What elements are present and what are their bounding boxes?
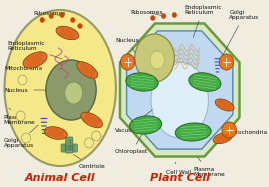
Ellipse shape xyxy=(213,132,232,144)
Ellipse shape xyxy=(40,18,44,22)
Ellipse shape xyxy=(22,133,31,143)
Ellipse shape xyxy=(16,111,25,121)
Text: Animal Cell: Animal Cell xyxy=(25,173,95,183)
Polygon shape xyxy=(127,31,233,149)
Ellipse shape xyxy=(46,60,96,120)
Ellipse shape xyxy=(151,16,155,21)
Ellipse shape xyxy=(49,13,54,19)
Text: Ribosomes: Ribosomes xyxy=(130,10,163,15)
Text: Plasma
Membrane: Plasma Membrane xyxy=(3,108,35,125)
Ellipse shape xyxy=(18,75,27,85)
Polygon shape xyxy=(120,24,239,157)
Ellipse shape xyxy=(60,13,64,18)
Ellipse shape xyxy=(84,138,93,148)
Text: Ribosomes: Ribosomes xyxy=(33,10,66,16)
Ellipse shape xyxy=(161,13,166,19)
Text: Cell Wall: Cell Wall xyxy=(166,162,192,174)
Ellipse shape xyxy=(92,131,101,141)
Ellipse shape xyxy=(219,54,234,70)
Text: Endoplasmic
Reticulum: Endoplasmic Reticulum xyxy=(7,41,62,59)
Ellipse shape xyxy=(135,34,174,82)
FancyBboxPatch shape xyxy=(61,144,77,152)
Ellipse shape xyxy=(44,127,67,139)
Ellipse shape xyxy=(70,18,75,22)
Ellipse shape xyxy=(23,52,47,68)
Text: Mitochondria: Mitochondria xyxy=(5,60,43,70)
Text: Mitochondria: Mitochondria xyxy=(227,123,267,134)
Ellipse shape xyxy=(215,99,234,111)
Text: Plant Cell: Plant Cell xyxy=(150,173,210,183)
Ellipse shape xyxy=(172,13,176,18)
Text: Nucleus: Nucleus xyxy=(5,88,46,93)
Ellipse shape xyxy=(56,26,79,40)
Ellipse shape xyxy=(222,122,236,138)
FancyBboxPatch shape xyxy=(66,137,73,153)
Text: Golgi
Apparatus: Golgi Apparatus xyxy=(221,10,259,59)
Ellipse shape xyxy=(129,116,162,134)
Ellipse shape xyxy=(126,73,158,91)
Ellipse shape xyxy=(189,73,221,91)
Ellipse shape xyxy=(5,10,116,166)
Ellipse shape xyxy=(121,54,135,70)
Text: Chloroplast: Chloroplast xyxy=(115,130,148,154)
Text: Centriole: Centriole xyxy=(73,154,105,168)
Ellipse shape xyxy=(81,112,102,128)
Ellipse shape xyxy=(77,62,98,78)
Text: Nucleus: Nucleus xyxy=(115,38,139,56)
Ellipse shape xyxy=(151,62,208,138)
Text: Plasma
Membrane: Plasma Membrane xyxy=(193,157,225,177)
Text: Endoplasmic
Reticulum: Endoplasmic Reticulum xyxy=(184,5,222,37)
Ellipse shape xyxy=(65,82,83,104)
Ellipse shape xyxy=(175,123,211,141)
Text: Vacuole: Vacuole xyxy=(115,110,152,133)
Text: Golgi
Apparatus: Golgi Apparatus xyxy=(3,125,38,148)
Ellipse shape xyxy=(78,24,82,28)
Ellipse shape xyxy=(150,51,164,69)
